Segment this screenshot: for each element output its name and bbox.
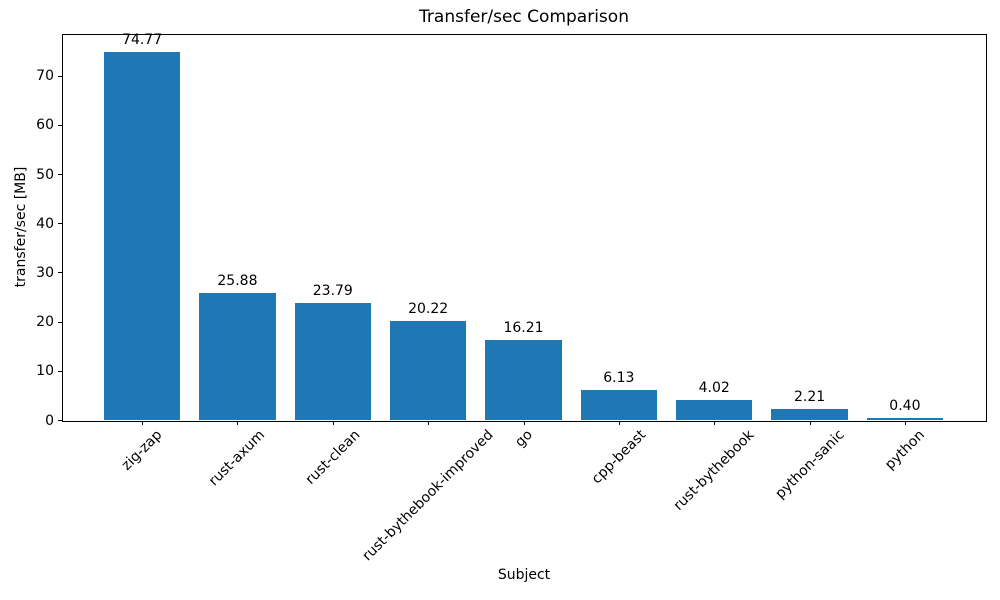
y-tick-mark: [58, 223, 62, 225]
x-tick-label-rust-axum: rust-axum: [206, 427, 269, 490]
y-tick-mark: [58, 174, 62, 176]
y-tick-mark: [58, 420, 62, 421]
x-tick-mark: [142, 421, 144, 425]
x-tick-label-go: go: [511, 426, 536, 451]
bar-value-label: 6.13: [603, 369, 635, 386]
x-tick-label-python: python: [881, 427, 928, 473]
bar-value-label: 23.79: [312, 283, 353, 300]
y-tick-mark: [58, 370, 62, 372]
bar-rust-axum: [199, 292, 276, 420]
x-tick-mark: [428, 421, 430, 425]
bar-python-sanic: [771, 409, 848, 420]
x-tick-label-rust-bythebook: rust-bythebook: [670, 427, 758, 514]
chart-title: Transfer/sec Comparison: [419, 7, 629, 27]
y-tick-label: 10: [36, 363, 54, 380]
x-tick-label-cpp-beast: cpp-beast: [588, 426, 650, 488]
y-tick-label: 50: [36, 166, 54, 183]
bar-go: [485, 340, 562, 420]
y-tick-mark: [58, 75, 62, 77]
bar-value-label: 16.21: [503, 320, 544, 337]
y-tick-mark: [58, 124, 62, 126]
bar-value-label: 25.88: [217, 272, 258, 289]
bar-value-label: 20.22: [408, 300, 449, 317]
bar-rust-bythebook-improved: [390, 320, 467, 420]
y-tick-label: 0: [45, 412, 54, 429]
bar-value-label: 74.77: [122, 32, 163, 49]
bar-value-label: 2.21: [793, 389, 826, 406]
bar-rust-bythebook: [676, 400, 753, 420]
bar-zig-zap: [103, 52, 181, 420]
x-tick-label-python-sanic: python-sanic: [771, 426, 848, 503]
bar-cpp-beast: [580, 389, 657, 420]
x-tick-mark: [618, 421, 620, 425]
y-tick-label: 20: [36, 314, 54, 331]
y-tick-label: 70: [36, 68, 54, 85]
x-tick-mark: [714, 421, 716, 425]
x-tick-label-zig-zap: zig-zap: [118, 427, 166, 474]
bar-python: [866, 418, 944, 420]
x-tick-mark: [237, 421, 239, 425]
x-axis-label: Subject: [497, 567, 551, 583]
y-tick-label: 40: [36, 215, 54, 232]
bar-value-label: 0.40: [889, 398, 921, 415]
x-tick-label-rust-bythebook-improved: rust-bythebook-improved: [359, 426, 497, 565]
x-tick-label-rust-clean: rust-clean: [302, 426, 364, 488]
y-tick-mark: [58, 272, 62, 274]
bar-value-label: 4.02: [698, 380, 730, 397]
x-tick-mark: [332, 421, 334, 425]
y-axis-label: transfer/sec [MB]: [13, 166, 29, 288]
y-tick-label: 60: [36, 117, 54, 134]
x-tick-mark: [904, 421, 906, 425]
x-tick-mark: [523, 421, 525, 425]
y-tick-mark: [58, 321, 62, 323]
bar-rust-clean: [294, 303, 371, 420]
x-tick-mark: [809, 421, 811, 425]
y-tick-label: 30: [36, 264, 54, 281]
